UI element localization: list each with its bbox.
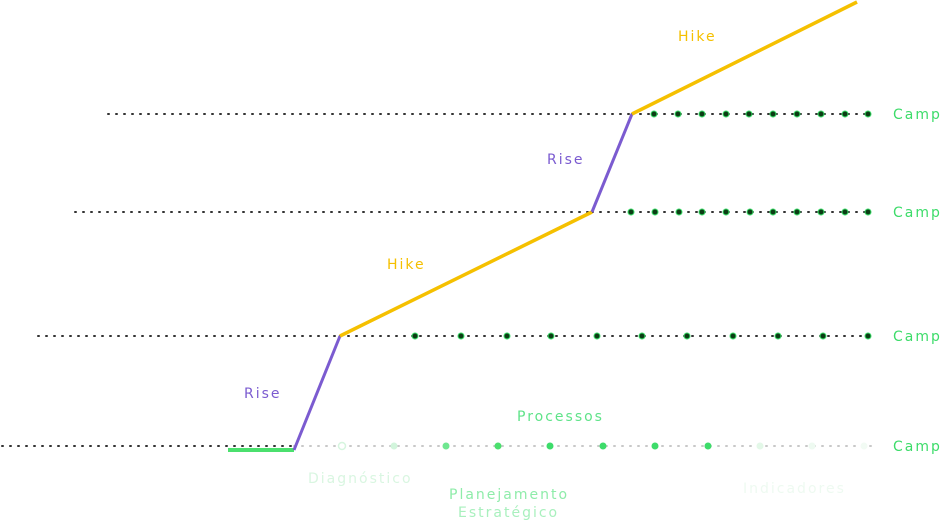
marker: [793, 208, 801, 216]
marker: [457, 332, 465, 340]
marker: [841, 208, 849, 216]
hike-mid-label: Hike: [387, 257, 426, 273]
camp-2-markers: [411, 332, 872, 340]
marker: [651, 442, 659, 450]
marker: [860, 442, 868, 450]
rise-upper-path: [590, 113, 634, 213]
camp-label-3: Camp: [893, 205, 942, 221]
marker: [442, 442, 450, 450]
marker: [729, 332, 737, 340]
hike-top-label: Hike: [678, 29, 717, 45]
marker: [547, 332, 555, 340]
marker: [593, 332, 601, 340]
planejamento-label-line1: Planejamento: [449, 487, 569, 503]
camp-label-1: Camp: [893, 439, 942, 455]
marker: [864, 110, 872, 118]
camp-3-markers: [627, 208, 872, 216]
marker: [756, 442, 764, 450]
marker: [808, 442, 816, 450]
marker: [698, 110, 706, 118]
marker: [698, 208, 706, 216]
marker: [864, 332, 872, 340]
marker: [650, 110, 658, 118]
marker: [746, 208, 754, 216]
marker: [411, 332, 419, 340]
marker: [817, 208, 825, 216]
marker: [722, 208, 730, 216]
marker: [494, 442, 502, 450]
marker: [864, 208, 872, 216]
camp-1-markers: [337, 441, 868, 451]
marker: [627, 208, 635, 216]
marker: [819, 332, 827, 340]
marker: [503, 332, 511, 340]
marker: [704, 442, 712, 450]
processos-label: Processos: [517, 409, 604, 425]
hike-mid-path: [339, 210, 593, 338]
marker: [774, 332, 782, 340]
marker: [722, 110, 730, 118]
marker: [769, 208, 777, 216]
planejamento-label-line2: Estratégico: [458, 505, 559, 521]
marker: [817, 110, 825, 118]
marker: [683, 332, 691, 340]
hike-top-path: [631, 0, 858, 116]
rise-lower-path: [292, 335, 342, 451]
marker: [651, 208, 659, 216]
marker: [841, 110, 849, 118]
rise-upper-label: Rise: [547, 152, 585, 168]
marker: [390, 442, 398, 450]
camp-4-markers: [650, 110, 872, 118]
rise-lower-label: Rise: [244, 386, 282, 402]
marker: [599, 442, 607, 450]
marker: [546, 442, 554, 450]
marker: [675, 208, 683, 216]
marker: [674, 110, 682, 118]
indicadores-label: Indicadores: [743, 481, 846, 497]
camp-label-4: Camp: [893, 107, 942, 123]
marker: [638, 332, 646, 340]
camp-label-2: Camp: [893, 329, 942, 345]
marker: [745, 110, 753, 118]
marker: [337, 441, 347, 451]
diagnostico-label: Diagnóstico: [308, 471, 413, 487]
marker: [793, 110, 801, 118]
marker: [769, 110, 777, 118]
